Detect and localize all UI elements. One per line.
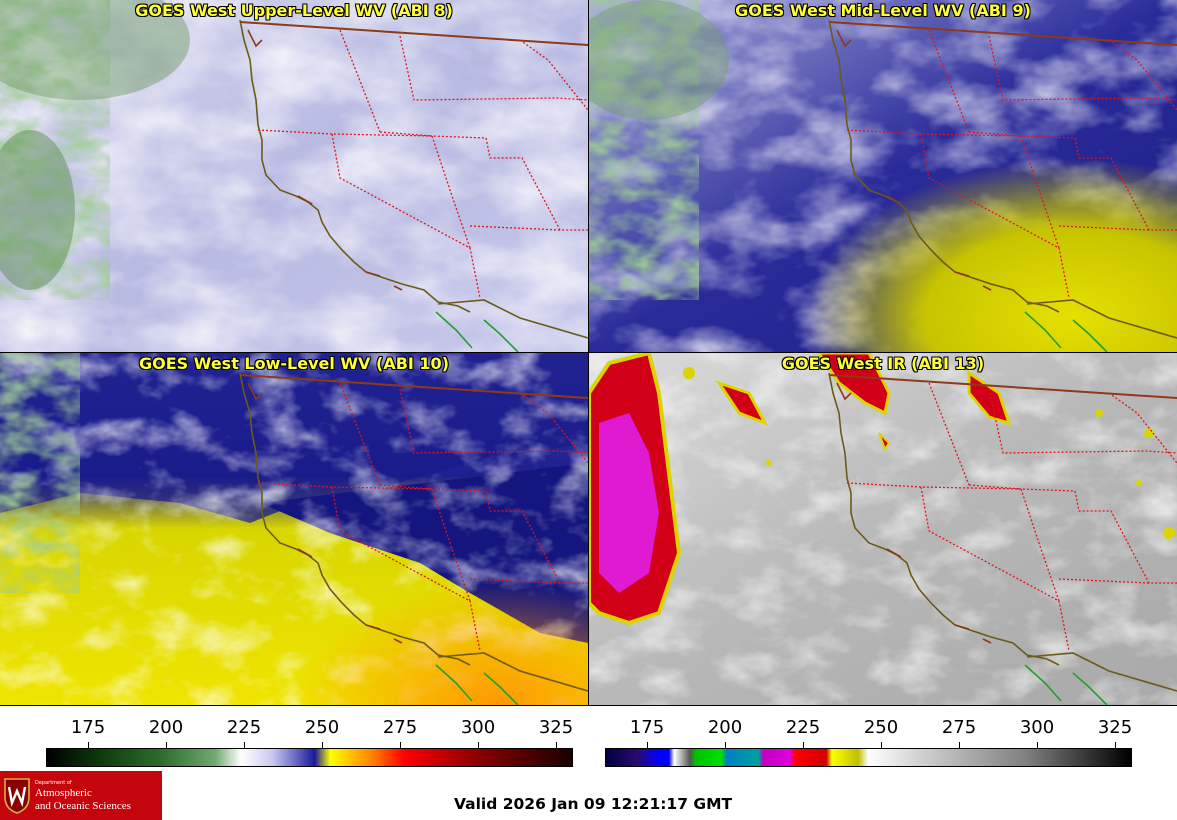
panel-mid-level-wv: GOES West Mid-Level WV (ABI 9) (589, 0, 1177, 352)
colorbar-ir-tick: 325 (1097, 717, 1133, 738)
colorbar-ir-tickmark (725, 742, 726, 748)
colorbar-ir-tickmark (959, 742, 960, 748)
colorbar-ir-tickmark (803, 742, 804, 748)
panel-ir: GOES West IR (ABI 13) (589, 353, 1177, 705)
valid-time: Valid 2026 Jan 09 12:21:17 GMT (454, 795, 733, 813)
colorbar-ir-tickmark (881, 742, 882, 748)
colorbar-wv-gradient (46, 748, 573, 767)
colorbar-wv-tick: 325 (538, 717, 574, 738)
panel-upper-level-wv: GOES West Upper-Level WV (ABI 8) (0, 0, 588, 352)
colorbar-wv-tickmark (400, 742, 401, 748)
panel-title: GOES West Upper-Level WV (ABI 8) (135, 1, 453, 20)
panel-title: GOES West Low-Level WV (ABI 10) (138, 354, 449, 373)
colorbar-wv-tick: 175 (70, 717, 106, 738)
colorbar-wv-tickmark (244, 742, 245, 748)
colorbar-wv-tick: 300 (460, 717, 496, 738)
colorbar-wv-tickmark (556, 742, 557, 748)
ir-image (589, 353, 1177, 705)
colorbar-wv-tickmark (166, 742, 167, 748)
colorbar-ir-tickmark (1115, 742, 1116, 748)
colorbar-wv-tick: 225 (226, 717, 262, 738)
panel-divider-horizontal (0, 352, 1177, 353)
panel-title: GOES West Mid-Level WV (ABI 9) (735, 1, 1031, 20)
colorbar-ir-tick: 300 (1019, 717, 1055, 738)
colorbar-ir-tick: 250 (863, 717, 899, 738)
colorbar-ir-tick: 225 (785, 717, 821, 738)
colorbar-ir-gradient (605, 748, 1132, 767)
uw-crest-icon (4, 778, 30, 814)
logo-line1: Atmospheric (35, 787, 92, 799)
colorbar-ir-tick: 275 (941, 717, 977, 738)
colorbar-ir: 175 200 225 250 275 300 325 (605, 706, 1132, 770)
colorbar-wv: 175 200 225 250 275 300 325 (46, 706, 573, 770)
mid-level-wv-image (589, 0, 1177, 352)
logo-line2: and Oceanic Sciences (35, 800, 131, 812)
colorbar-ir-tickmark (647, 742, 648, 748)
panel-bottom-edge (0, 705, 1177, 706)
aos-logo[interactable]: Department of Atmospheric and Oceanic Sc… (0, 771, 162, 820)
upper-level-wv-image (0, 0, 588, 352)
low-level-wv-image (0, 353, 588, 705)
colorbar-wv-tick: 275 (382, 717, 418, 738)
colorbar-wv-tickmark (322, 742, 323, 748)
colorbar-ir-tick: 175 (629, 717, 665, 738)
panel-title: GOES West IR (ABI 13) (781, 354, 985, 373)
colorbar-wv-tick: 250 (304, 717, 340, 738)
panel-low-level-wv: GOES West Low-Level WV (ABI 10) (0, 353, 588, 705)
colorbar-ir-tick: 200 (707, 717, 743, 738)
logo-department-label: Department of (35, 780, 72, 786)
colorbar-wv-tickmark (478, 742, 479, 748)
colorbar-wv-tick: 200 (148, 717, 184, 738)
colorbar-ir-tickmark (1037, 742, 1038, 748)
colorbar-wv-tickmark (88, 742, 89, 748)
